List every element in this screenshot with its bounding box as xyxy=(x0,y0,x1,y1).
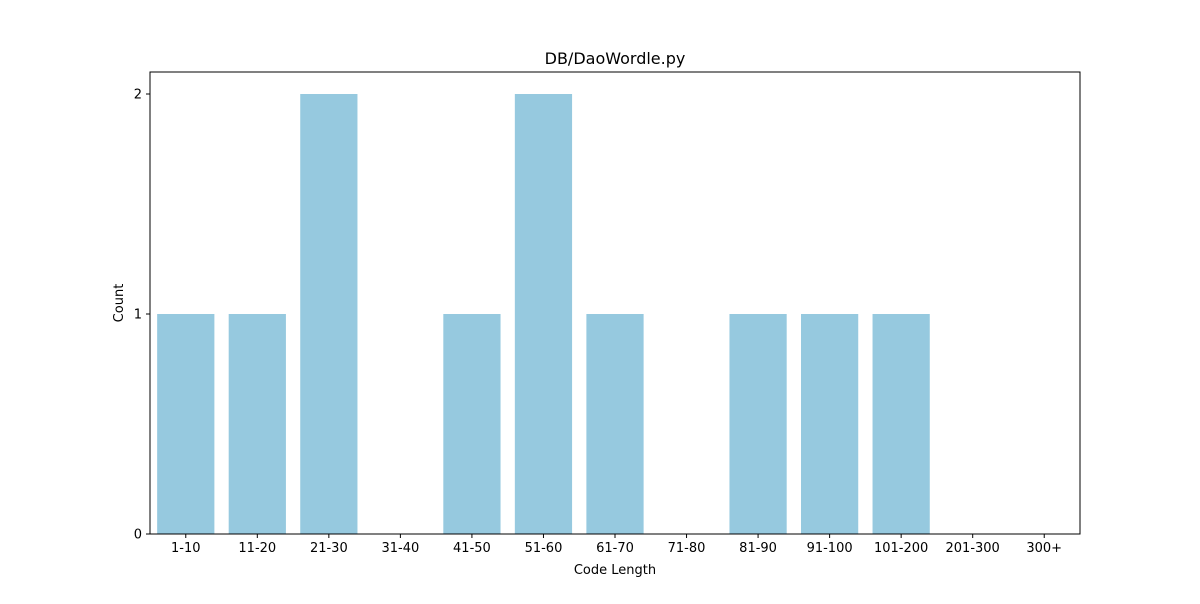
y-tick-label: 1 xyxy=(134,308,142,323)
bar-81-90 xyxy=(729,314,787,534)
x-tick-label: 101-200 xyxy=(874,541,928,556)
x-tick-label: 71-80 xyxy=(668,541,706,556)
x-tick-label: 91-100 xyxy=(807,541,853,556)
x-tick-label: 300+ xyxy=(1026,541,1062,556)
x-tick-label: 61-70 xyxy=(596,541,634,556)
x-tick-label: 1-10 xyxy=(171,541,201,556)
y-axis-ticks: 0 1 2 xyxy=(134,88,150,543)
bar-41-50 xyxy=(443,314,501,534)
chart-title: DB/DaoWordle.py xyxy=(545,49,686,68)
x-axis-label: Code Length xyxy=(574,563,656,578)
y-axis-label: Count xyxy=(112,284,127,323)
x-tick-label: 81-90 xyxy=(739,541,777,556)
x-axis-ticks: 1-10 11-20 21-30 31-40 41-50 51-60 61-70 71-80 8… xyxy=(171,534,1062,556)
x-tick-label: 41-50 xyxy=(453,541,491,556)
y-tick-label: 2 xyxy=(134,88,142,103)
bar-61-70 xyxy=(586,314,644,534)
bar-91-100 xyxy=(801,314,859,534)
plot-frame xyxy=(149,71,1081,535)
bar-11-20 xyxy=(228,314,286,534)
bar-21-30 xyxy=(300,94,358,534)
x-tick-label: 21-30 xyxy=(310,541,348,556)
x-tick-label: 31-40 xyxy=(381,541,419,556)
bars-layer xyxy=(157,94,930,534)
x-tick-label: 51-60 xyxy=(525,541,563,556)
x-tick-label: 201-300 xyxy=(946,541,1000,556)
y-tick-label: 0 xyxy=(134,528,142,543)
bar-1-10 xyxy=(157,314,215,534)
bar-51-60 xyxy=(514,94,573,534)
x-tick-label: 11-20 xyxy=(238,541,276,556)
bar-101-200 xyxy=(872,314,930,534)
